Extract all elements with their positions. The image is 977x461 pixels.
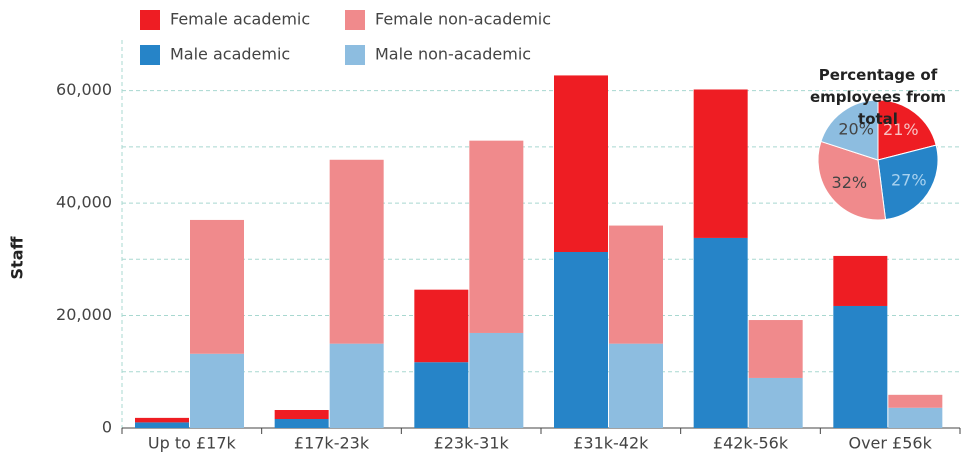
y-axis-label: Staff [8,236,27,280]
bar-segment [833,255,888,306]
pie-title: Percentage of employees from total [809,66,947,128]
bar-segment [190,219,244,354]
pie-slice [877,144,939,221]
x-tick-label: £42k-56k [713,434,789,453]
pie-label: 21% [883,120,919,139]
bar-segment [748,377,803,428]
bar-segment [135,422,189,428]
bar-segment [609,225,663,344]
bar-segment [469,140,524,333]
x-tick-label: Up to £17k [148,434,237,453]
bar-segment [888,407,943,428]
legend-swatch [345,45,365,65]
bar-segment [414,362,469,428]
legend-label: Male academic [170,45,290,64]
legend-swatch [345,10,365,30]
pie-label: 32% [832,173,868,192]
pie-label: 20% [838,119,874,138]
bar-segment [190,353,244,428]
bar-segment [414,289,469,363]
y-tick-label: 20,000 [56,305,112,324]
x-tick-label: Over £56k [848,434,932,453]
legend-label: Female academic [170,10,310,29]
y-tick-label: 0 [102,418,112,437]
bar-segment [274,410,329,420]
pie-slice [877,99,937,161]
bar-segment [748,320,803,378]
bar-segment [833,305,888,428]
legend-label: Male non-academic [375,45,531,64]
x-tick-label: £31k-42k [573,434,649,453]
bar-segment [693,237,748,428]
bar-segment [135,417,189,423]
x-tick-label: £17k-23k [294,434,370,453]
x-tick-label: £23k-31k [434,434,510,453]
bar-segment [693,89,748,238]
bar-segment [329,343,384,428]
bar-segment [609,343,663,428]
bar-segment [554,251,608,428]
bar-segment [888,394,943,408]
bar-segment [469,332,524,428]
pie-slice [820,99,879,161]
legend-swatch [140,10,160,30]
legend-swatch [140,45,160,65]
bar-segment [554,75,608,252]
legend-label: Female non-academic [375,10,551,29]
y-tick-label: 40,000 [56,193,112,212]
pie-label: 27% [891,170,927,189]
y-tick-label: 60,000 [56,80,112,99]
bar-segment [274,419,329,428]
bar-segment [329,159,384,344]
pie-slice [817,140,887,221]
